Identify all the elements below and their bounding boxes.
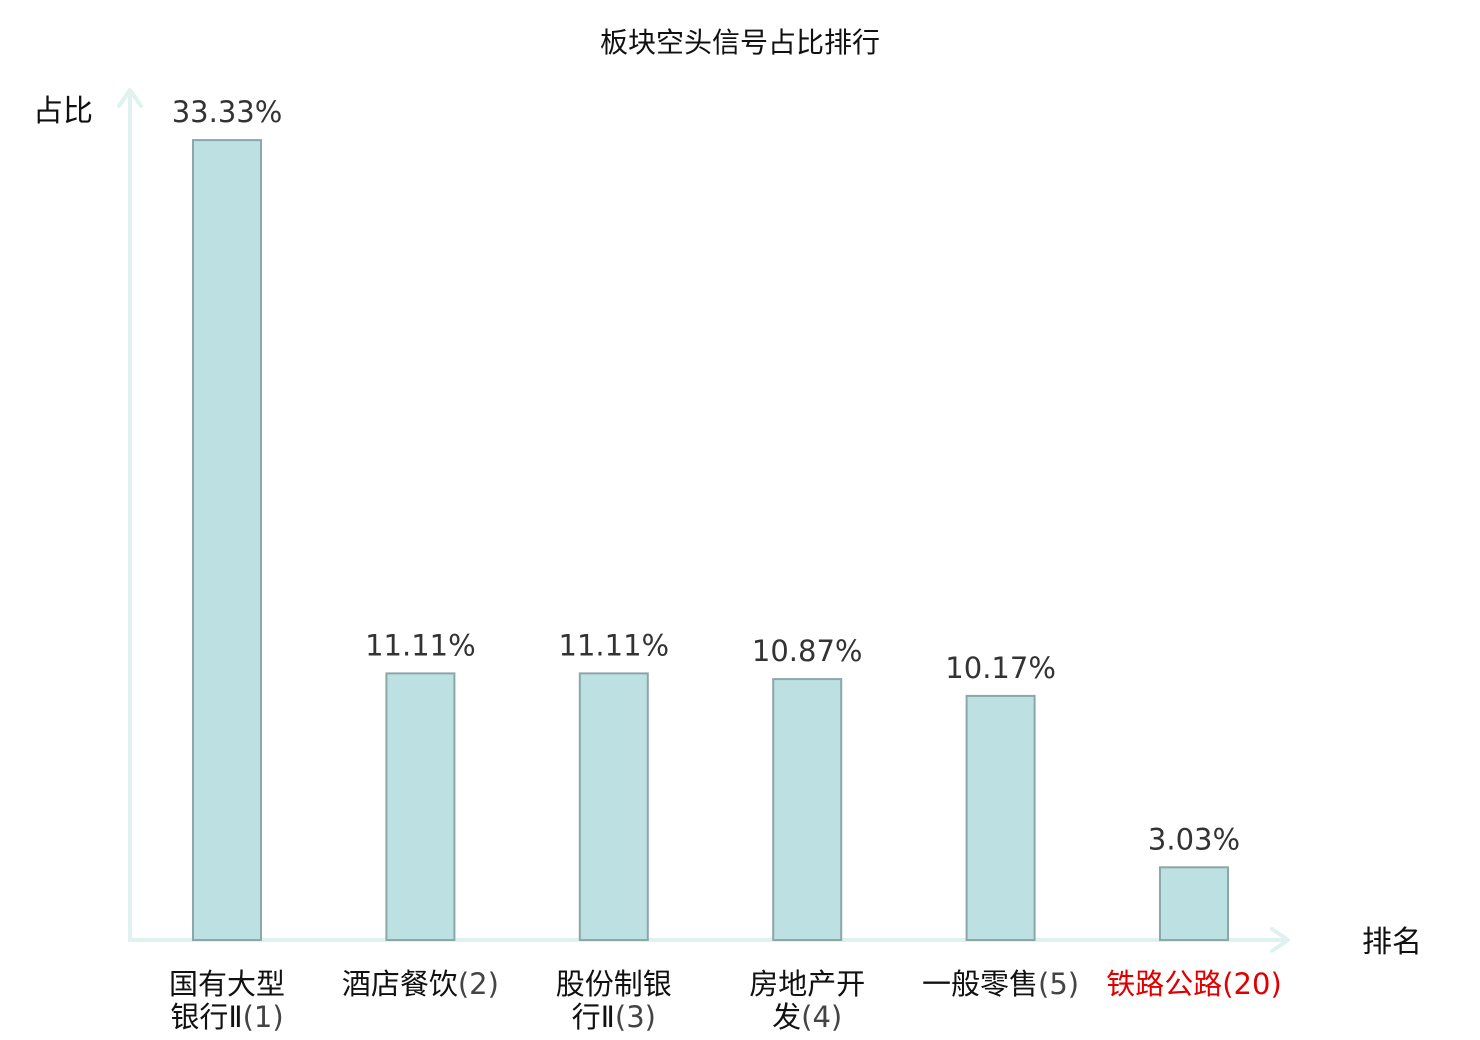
value-labels-group: 33.33% 11.11% 11.11% 10.87% 10.17% 3.03% bbox=[172, 95, 1240, 856]
category-label: 铁路公路(20) bbox=[1106, 967, 1282, 1001]
category-label: 房地产开发(4) bbox=[749, 967, 865, 1034]
category-label: 国有大型银行Ⅱ(1) bbox=[169, 967, 285, 1034]
category-rank: (2) bbox=[458, 967, 499, 1001]
bar bbox=[1159, 866, 1229, 941]
bar-value-label: 10.87% bbox=[752, 634, 863, 668]
bar-value-label: 11.11% bbox=[559, 628, 670, 662]
y-axis-label: 占比 bbox=[33, 94, 93, 129]
bar-value-label: 3.03% bbox=[1148, 822, 1240, 856]
bar bbox=[772, 678, 843, 941]
bar bbox=[578, 672, 649, 942]
bar bbox=[192, 139, 262, 942]
bar bbox=[965, 694, 1036, 942]
category-label: 一般零售(5) bbox=[922, 967, 1079, 1001]
bar-value-label: 10.17% bbox=[945, 651, 1056, 685]
category-labels-group: 国有大型银行Ⅱ(1) 酒店餐饮(2) 股份制银行Ⅱ(3) 房地产开发(4) 一般零售(5… bbox=[169, 967, 1282, 1034]
category-label-line: 一般零售(5) bbox=[922, 967, 1079, 1001]
category-label-line: 国有大型 bbox=[169, 967, 285, 1001]
category-label-line: 酒店餐饮(2) bbox=[342, 967, 499, 1001]
category-rank: (4) bbox=[801, 1000, 842, 1034]
bar-value-label: 11.11% bbox=[365, 628, 476, 662]
category-label-line: 银行Ⅱ(1) bbox=[170, 1000, 283, 1034]
bar-value-label: 33.33% bbox=[172, 95, 283, 129]
category-rank: (20) bbox=[1222, 967, 1282, 1001]
category-rank: (3) bbox=[615, 1000, 656, 1034]
x-axis-label: 排名 bbox=[1362, 925, 1422, 960]
category-rank: (5) bbox=[1038, 967, 1079, 1001]
category-label: 酒店餐饮(2) bbox=[342, 967, 499, 1001]
category-label-line: 房地产开 bbox=[749, 967, 865, 1001]
bar bbox=[385, 672, 456, 942]
x-axis-arrow bbox=[1270, 927, 1290, 953]
chart-title: 板块空头信号占比排行 bbox=[600, 26, 880, 59]
axes bbox=[117, 88, 1290, 953]
category-label-line: 股份制银 bbox=[556, 967, 672, 1001]
category-label-line: 铁路公路(20) bbox=[1106, 967, 1282, 1001]
category-label-line: 行Ⅱ(3) bbox=[572, 1000, 656, 1034]
category-label-line: 发(4) bbox=[772, 1000, 842, 1034]
bars-group bbox=[192, 139, 1229, 942]
category-label: 股份制银行Ⅱ(3) bbox=[556, 967, 672, 1034]
y-axis-arrow bbox=[117, 88, 143, 108]
category-rank: (1) bbox=[243, 1000, 284, 1034]
